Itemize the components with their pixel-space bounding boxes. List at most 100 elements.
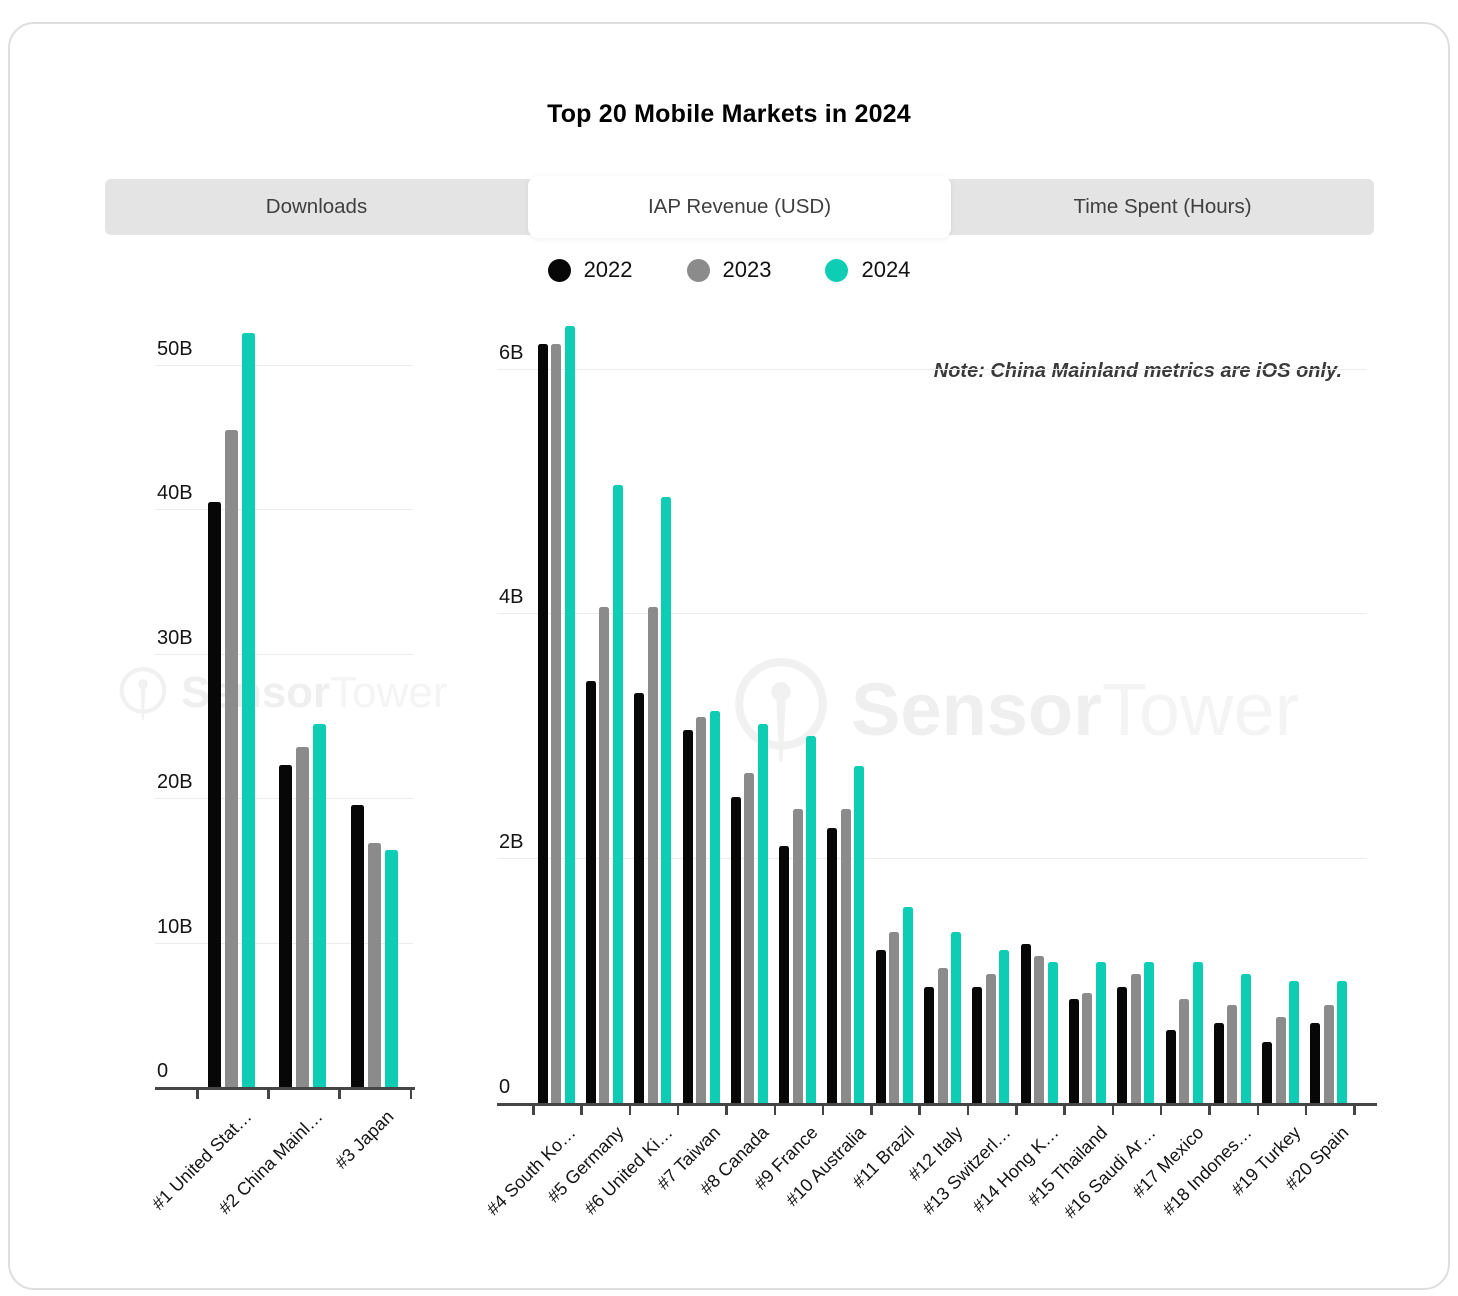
- x-axis-tickmark: [918, 1106, 921, 1115]
- x-axis-tickmark: [676, 1106, 680, 1115]
- bar-2024: [564, 325, 575, 1103]
- x-axis-tickmark: [1256, 1106, 1259, 1115]
- legend: 2022 2023 2024: [10, 257, 1448, 283]
- x-axis-tickmark: [1159, 1106, 1163, 1115]
- bar-2024: [999, 950, 1010, 1103]
- bar-2024: [1337, 980, 1348, 1103]
- bar-2022: [875, 950, 886, 1103]
- bar-2024: [902, 907, 913, 1103]
- bar-2024: [806, 735, 817, 1103]
- watermark-text-light: Tower: [330, 668, 448, 717]
- bar-2024: [242, 332, 256, 1087]
- watermark-left: SensorTower: [116, 666, 448, 720]
- bar-2023: [296, 747, 310, 1087]
- legend-item-2022[interactable]: 2022: [547, 257, 633, 283]
- x-axis-tickmark: [409, 1090, 413, 1099]
- sensor-tower-logo-icon: [735, 658, 827, 762]
- bar-2022: [1117, 986, 1128, 1103]
- bar-2024: [1192, 962, 1203, 1103]
- watermark-text-bold: Sensor: [181, 668, 331, 717]
- gridline-30B: [155, 653, 413, 655]
- bar-2022: [585, 680, 596, 1103]
- bar-2023: [1034, 956, 1045, 1103]
- bar-2024: [1047, 962, 1058, 1103]
- bar-2023: [696, 717, 707, 1103]
- bar-2023: [1227, 1005, 1238, 1103]
- bar-2023: [599, 607, 610, 1103]
- tab-iap-revenue[interactable]: IAP Revenue (USD): [528, 176, 951, 238]
- legend-label-2023: 2023: [722, 257, 772, 282]
- bar-2022: [1020, 943, 1031, 1103]
- tab-bar: Downloads IAP Revenue (USD) Time Spent (…: [105, 176, 1374, 238]
- bar-2024: [384, 850, 398, 1087]
- x-axis-tickmark: [725, 1106, 728, 1115]
- bar-2023: [985, 974, 996, 1103]
- bar-2023: [225, 429, 239, 1087]
- watermark-text-bold: Sensor: [851, 667, 1102, 751]
- y-axis-tick-label: 20B: [157, 771, 193, 793]
- bar-2023: [551, 344, 562, 1103]
- x-axis-tickmark: [628, 1106, 632, 1115]
- gridline-4B: [497, 613, 1367, 615]
- bar-2024: [1289, 980, 1300, 1103]
- y-axis-tick-label: 0: [499, 1076, 511, 1098]
- x-axis-tickmark: [196, 1090, 199, 1099]
- x-axis-tickmark: [1353, 1106, 1356, 1115]
- x-axis-line: [497, 1103, 1377, 1106]
- y-axis-tick-label: 40B: [157, 482, 193, 504]
- bar-2024: [1240, 974, 1251, 1103]
- y-axis-tick-label: 4B: [499, 586, 524, 609]
- bar-2023: [1275, 1017, 1286, 1103]
- legend-label-2024: 2024: [861, 257, 911, 282]
- y-axis-tick-label: 30B: [157, 626, 193, 649]
- bar-2023: [647, 607, 658, 1103]
- bar-2024: [757, 723, 768, 1103]
- gridline-40B: [155, 509, 413, 510]
- y-axis-tick-label: 50B: [157, 337, 193, 360]
- y-axis-tick-label: 10B: [157, 915, 193, 938]
- sensor-tower-logo-icon: [119, 667, 167, 720]
- bar-2022: [208, 501, 222, 1087]
- bar-2022: [1310, 1023, 1321, 1103]
- bar-2022: [1068, 998, 1079, 1103]
- x-axis-tickmark: [1063, 1106, 1066, 1115]
- x-axis-tickmark: [580, 1106, 583, 1115]
- bar-2024: [313, 724, 327, 1087]
- bar-2023: [367, 842, 381, 1087]
- bar-2022: [1213, 1023, 1224, 1103]
- x-axis-tickmark: [773, 1106, 776, 1115]
- bar-2023: [1130, 974, 1141, 1103]
- chart-note: Note: China Mainland metrics are iOS onl…: [933, 360, 1342, 382]
- gridline-6B: [497, 368, 1367, 370]
- x-axis-tickmark: [1208, 1106, 1211, 1115]
- bar-2023: [744, 772, 755, 1103]
- x-axis-tickmark: [966, 1106, 970, 1115]
- legend-dot-2023-icon: [686, 258, 710, 282]
- x-axis-line: [155, 1087, 415, 1090]
- chart-markets-4-20: 0 2B 4B 6B #4 South Ko… #5 Germany #6 United K…: [10, 24, 1448, 1288]
- legend-item-2023[interactable]: 2023: [686, 257, 772, 283]
- bar-2024: [709, 711, 720, 1103]
- x-axis-tickmark: [1111, 1106, 1115, 1115]
- bar-2024: [951, 931, 962, 1103]
- bar-2023: [1082, 992, 1093, 1103]
- bar-2023: [840, 809, 851, 1103]
- bar-2022: [924, 986, 935, 1103]
- tab-time-spent[interactable]: Time Spent (Hours): [1073, 195, 1252, 218]
- bar-2024: [1095, 962, 1106, 1103]
- bar-2022: [779, 845, 790, 1103]
- bar-2022: [1165, 1029, 1176, 1103]
- legend-dot-2022-icon: [547, 258, 571, 282]
- bar-2022: [537, 344, 548, 1103]
- chart-top3-markets: 0 10B 20B 30B 40B 50B #1 United Stat… #2 China …: [10, 24, 1448, 1288]
- tab-downloads[interactable]: Downloads: [265, 195, 368, 218]
- y-axis-tick-label: 0: [157, 1060, 169, 1082]
- bar-2023: [1323, 1005, 1334, 1103]
- x-axis-tickmark: [821, 1106, 825, 1115]
- y-axis-tick-label: 2B: [499, 831, 524, 854]
- gridline-50B: [155, 364, 413, 366]
- bar-2023: [792, 809, 803, 1103]
- chart-card: Top 20 Mobile Markets in 2024 Downloads …: [8, 22, 1450, 1290]
- legend-item-2024[interactable]: 2024: [825, 257, 910, 283]
- x-axis-tickmark: [1304, 1106, 1308, 1115]
